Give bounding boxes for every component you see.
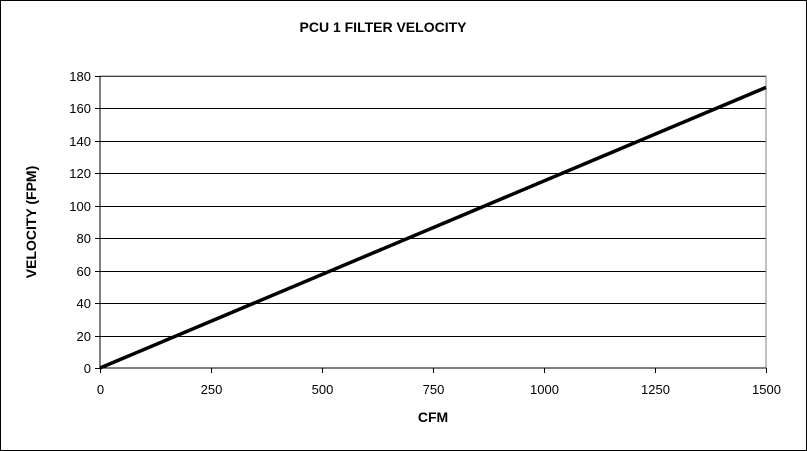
y-tick-label: 180: [69, 69, 91, 84]
y-tick-label: 60: [77, 264, 91, 279]
y-tick-label: 100: [69, 199, 91, 214]
y-tick-label: 80: [77, 231, 91, 246]
x-tick-label: 1500: [752, 382, 781, 397]
x-tick-label: 1250: [641, 382, 670, 397]
grid-lines: [100, 76, 766, 337]
x-tick-label: 500: [312, 382, 334, 397]
series-layer: [99, 85, 767, 370]
x-tick-label: 250: [201, 382, 223, 397]
x-tick-label: 1000: [530, 382, 559, 397]
x-axis-title: CFM: [418, 409, 448, 425]
x-tick-label: 750: [423, 382, 445, 397]
y-tick-label: 120: [69, 166, 91, 181]
chart-title: PCU 1 FILTER VELOCITY: [300, 19, 468, 35]
y-axis-ticks: 0 20 40 60 80 100 120 140 160 180: [69, 69, 100, 376]
x-axis-ticks: 0 250 500 750 1000 1250 1500: [97, 368, 781, 397]
y-tick-label: 140: [69, 134, 91, 149]
x-tick-label: 0: [97, 382, 104, 397]
series-line: [99, 85, 767, 370]
y-tick-label: 160: [69, 101, 91, 116]
y-tick-label: 40: [77, 296, 91, 311]
y-tick-label: 20: [77, 329, 91, 344]
y-tick-label: 0: [84, 361, 91, 376]
y-axis-title: VELOCITY (FPM): [23, 166, 39, 279]
